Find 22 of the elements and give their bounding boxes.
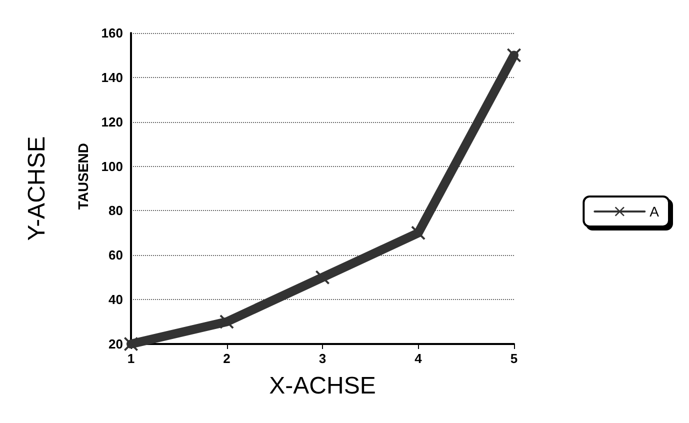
x-tick-label: 4 bbox=[414, 351, 423, 366]
x-tick-label: 1 bbox=[127, 351, 135, 366]
y-tick-label: 120 bbox=[101, 114, 123, 130]
point bbox=[316, 270, 330, 284]
point bbox=[507, 48, 521, 62]
y-tick-label: 160 bbox=[101, 26, 123, 40]
y-axis-title: Y-ACHSE bbox=[24, 136, 50, 241]
y-tick-label: 140 bbox=[101, 70, 123, 85]
legend-label: A bbox=[650, 204, 660, 220]
point bbox=[124, 337, 138, 351]
point bbox=[411, 226, 426, 240]
y-tick-label: 80 bbox=[108, 203, 123, 218]
text: TAUSEND bbox=[75, 142, 91, 210]
x-tick-label: 3 bbox=[318, 351, 326, 366]
y-tick-label: 100 bbox=[101, 158, 123, 174]
point bbox=[220, 314, 234, 329]
y-tick-label: 60 bbox=[108, 248, 123, 263]
y-tick-label: 20 bbox=[108, 336, 123, 352]
x-axis-title: X-ACHSE bbox=[269, 372, 376, 400]
x-tick-label: 2 bbox=[223, 351, 230, 366]
y-tick-label: 40 bbox=[108, 292, 123, 308]
x-tick-label: 5 bbox=[510, 351, 518, 366]
